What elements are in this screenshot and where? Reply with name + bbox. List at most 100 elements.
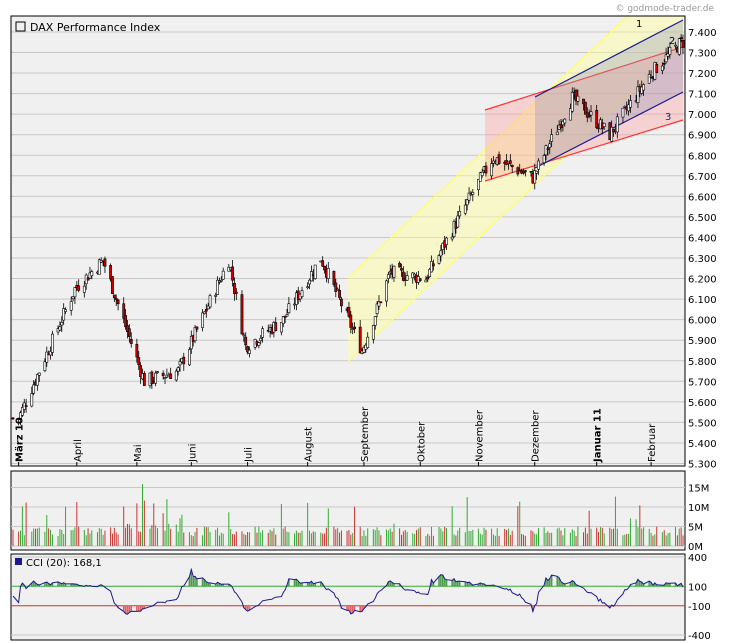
candle-body: [195, 326, 199, 330]
candle-body: [43, 361, 47, 371]
candle-body: [82, 285, 86, 293]
candle-body: [666, 53, 670, 57]
candle-body: [424, 279, 428, 283]
candle-body: [201, 312, 204, 328]
candle-body: [69, 301, 73, 311]
candle-body: [109, 265, 112, 280]
candle-body: [563, 118, 567, 124]
candle-body: [334, 282, 338, 292]
candle-body: [559, 124, 563, 129]
month-label: Oktober: [416, 421, 427, 462]
candle-body: [259, 338, 263, 341]
price-tick-label: 6.700: [688, 172, 717, 183]
candle-body: [242, 334, 246, 337]
candle-body: [11, 417, 15, 420]
candle-body: [523, 170, 527, 173]
price-tick-label: 5.600: [688, 398, 717, 409]
volume-tick-label: 15M: [688, 484, 709, 495]
candle-body: [77, 285, 81, 291]
candle-body: [103, 258, 107, 267]
candle-body: [274, 322, 278, 332]
candle-body: [182, 356, 186, 365]
candle-body: [548, 143, 552, 148]
candle-body: [405, 275, 409, 281]
candle-body: [37, 372, 41, 376]
candle-body: [129, 338, 133, 344]
candle-body: [477, 179, 480, 191]
candle-body: [456, 215, 460, 228]
candle-body: [24, 405, 28, 407]
candle-body: [240, 294, 244, 335]
cci-tick-label: 100: [688, 582, 707, 593]
candle-body: [112, 294, 116, 298]
price-tick-label: 7.200: [688, 69, 717, 80]
candle-body: [480, 171, 484, 176]
candle-body: [366, 336, 370, 348]
candle-body: [662, 63, 666, 65]
candle-body: [373, 316, 377, 326]
candle-body: [257, 342, 261, 346]
volume-tick-label: 10M: [688, 503, 709, 514]
candle-body: [122, 303, 126, 319]
candle-body: [127, 328, 131, 337]
price-tick-label: 5.800: [688, 357, 717, 368]
candle-body: [602, 123, 606, 127]
candle-body: [60, 322, 64, 326]
candle-body: [358, 326, 362, 354]
time-axis: März 10 April Mai Juni Juli August September Ok…: [15, 406, 658, 466]
candle-body: [73, 287, 77, 298]
candle-body: [193, 327, 197, 341]
candle-body: [116, 299, 120, 305]
channel-1-lower: [347, 43, 684, 363]
candle-body: [584, 101, 587, 115]
candle-body: [58, 326, 62, 331]
channel-3-upper: [484, 46, 684, 111]
candle-body: [430, 261, 433, 273]
candle-body: [655, 64, 659, 74]
cci-legend-icon: [15, 558, 22, 565]
candle-body: [463, 204, 467, 214]
candle-body: [400, 268, 403, 271]
candle-body: [621, 107, 625, 118]
candle-body: [233, 282, 236, 294]
candle-body: [62, 308, 66, 321]
candle-body: [401, 271, 405, 281]
volume-bars: [12, 484, 684, 546]
candle-body: [221, 270, 225, 280]
price-tick-label: 6.600: [688, 192, 717, 203]
candle-body: [595, 109, 599, 128]
candle-body: [426, 276, 430, 280]
month-label: Februar: [647, 423, 658, 462]
candle-body: [371, 325, 375, 340]
candle-body: [35, 374, 39, 386]
candle-body: [189, 335, 193, 350]
candle-body: [154, 372, 158, 384]
candle-body: [555, 131, 559, 135]
price-axis: 5.300 5.400 5.500 5.600 5.700 5.800 5.900 6.000…: [688, 28, 717, 471]
candle-body: [285, 314, 289, 317]
candle-body: [546, 148, 550, 150]
candle-body: [310, 271, 313, 282]
candle-body: [439, 250, 443, 257]
candle-body: [375, 303, 379, 315]
candle-body: [508, 160, 512, 164]
candle-body: [114, 298, 118, 300]
cci-plot-area: [10, 553, 686, 641]
candle-body: [30, 393, 34, 407]
candle-body: [642, 84, 645, 91]
candle-body: [281, 316, 285, 324]
channel-1-fill: [348, 16, 683, 362]
price-tick-label: 6.800: [688, 151, 717, 162]
candle-body: [174, 370, 178, 381]
candle-body: [248, 349, 251, 354]
price-tick-label: 5.500: [688, 418, 717, 429]
price-tick-label: 6.900: [688, 131, 717, 142]
chart-title: DAX Performance Index: [30, 21, 161, 34]
candle-body: [336, 288, 340, 291]
candle-body: [287, 303, 291, 313]
candle-body: [208, 295, 212, 308]
month-label: Juli: [244, 447, 255, 463]
candle-body: [681, 40, 685, 48]
watermark: © godmode-trader.de: [615, 4, 714, 14]
